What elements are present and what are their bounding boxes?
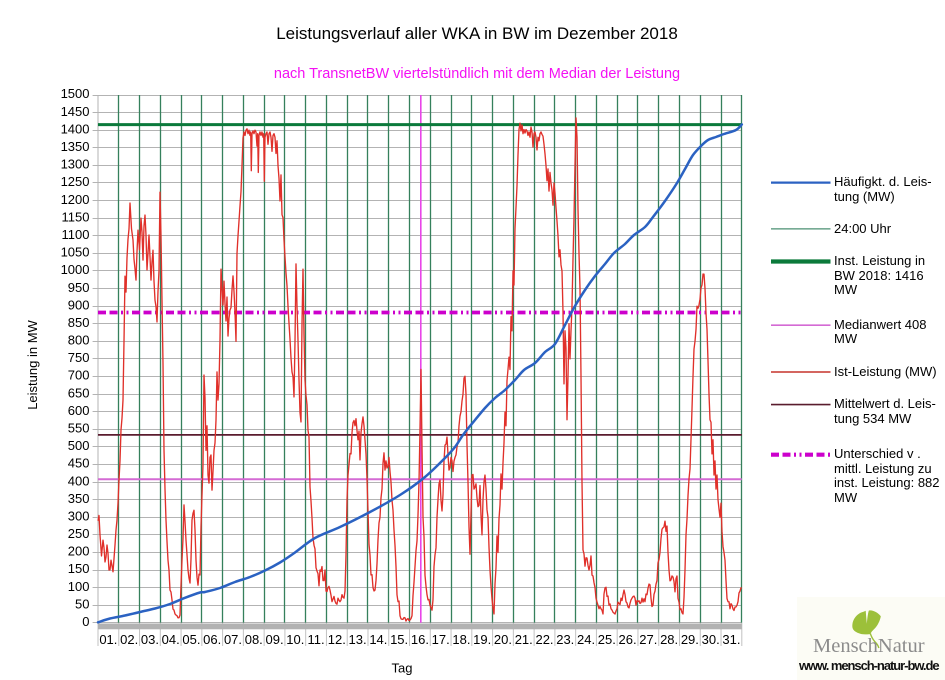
svg-text:50: 50 xyxy=(75,596,89,611)
svg-text:28.: 28. xyxy=(660,632,678,647)
svg-text:400: 400 xyxy=(68,473,90,488)
svg-text:650: 650 xyxy=(68,385,90,400)
svg-text:09.: 09. xyxy=(265,632,283,647)
svg-text:100: 100 xyxy=(68,579,90,594)
svg-text:31.: 31. xyxy=(722,632,740,647)
svg-text:24.: 24. xyxy=(577,632,595,647)
svg-text:150: 150 xyxy=(68,561,90,576)
svg-text:22.: 22. xyxy=(535,632,553,647)
svg-text:1500: 1500 xyxy=(61,86,90,101)
svg-text:0: 0 xyxy=(82,614,89,629)
svg-text:25.: 25. xyxy=(598,632,616,647)
svg-text:350: 350 xyxy=(68,491,90,506)
svg-text:1250: 1250 xyxy=(61,174,90,189)
svg-text:14.: 14. xyxy=(369,632,387,647)
svg-text:1450: 1450 xyxy=(61,104,90,119)
svg-text:07.: 07. xyxy=(224,632,242,647)
svg-text:700: 700 xyxy=(68,368,90,383)
svg-text:10.: 10. xyxy=(286,632,304,647)
svg-text:17.: 17. xyxy=(432,632,450,647)
svg-text:26.: 26. xyxy=(619,632,637,647)
svg-text:04.: 04. xyxy=(162,632,180,647)
svg-text:06.: 06. xyxy=(203,632,221,647)
svg-text:950: 950 xyxy=(68,280,90,295)
svg-text:13.: 13. xyxy=(349,632,367,647)
svg-text:16.: 16. xyxy=(411,632,429,647)
svg-text:850: 850 xyxy=(68,315,90,330)
svg-text:21.: 21. xyxy=(515,632,533,647)
svg-text:01.: 01. xyxy=(99,632,117,647)
svg-text:1200: 1200 xyxy=(61,192,90,207)
svg-text:800: 800 xyxy=(68,333,90,348)
svg-text:19.: 19. xyxy=(473,632,491,647)
svg-text:11.: 11. xyxy=(308,632,325,647)
svg-text:27.: 27. xyxy=(639,632,657,647)
svg-text:29.: 29. xyxy=(681,632,699,647)
svg-text:1000: 1000 xyxy=(61,262,90,277)
svg-text:200: 200 xyxy=(68,544,90,559)
svg-text:300: 300 xyxy=(68,508,90,523)
svg-text:1050: 1050 xyxy=(61,245,90,260)
svg-text:23.: 23. xyxy=(556,632,574,647)
svg-text:03.: 03. xyxy=(141,632,159,647)
svg-text:05.: 05. xyxy=(182,632,200,647)
svg-text:550: 550 xyxy=(68,420,90,435)
svg-text:Leistung in MW: Leistung in MW xyxy=(25,319,40,409)
svg-text:20.: 20. xyxy=(494,632,512,647)
svg-text:250: 250 xyxy=(68,526,90,541)
svg-text:15.: 15. xyxy=(390,632,408,647)
svg-text:30.: 30. xyxy=(702,632,720,647)
svg-text:18.: 18. xyxy=(452,632,470,647)
svg-text:02.: 02. xyxy=(120,632,138,647)
svg-text:900: 900 xyxy=(68,297,90,312)
svg-text:Tag: Tag xyxy=(392,661,413,676)
svg-text:1100: 1100 xyxy=(62,227,90,242)
svg-text:08.: 08. xyxy=(245,632,263,647)
svg-text:12.: 12. xyxy=(328,632,346,647)
svg-text:750: 750 xyxy=(68,350,90,365)
svg-text:1400: 1400 xyxy=(61,121,90,136)
svg-text:1350: 1350 xyxy=(61,139,90,154)
svg-text:1300: 1300 xyxy=(61,157,90,172)
svg-text:1150: 1150 xyxy=(62,209,90,224)
svg-text:600: 600 xyxy=(68,403,90,418)
svg-text:450: 450 xyxy=(68,456,90,471)
svg-text:500: 500 xyxy=(68,438,90,453)
